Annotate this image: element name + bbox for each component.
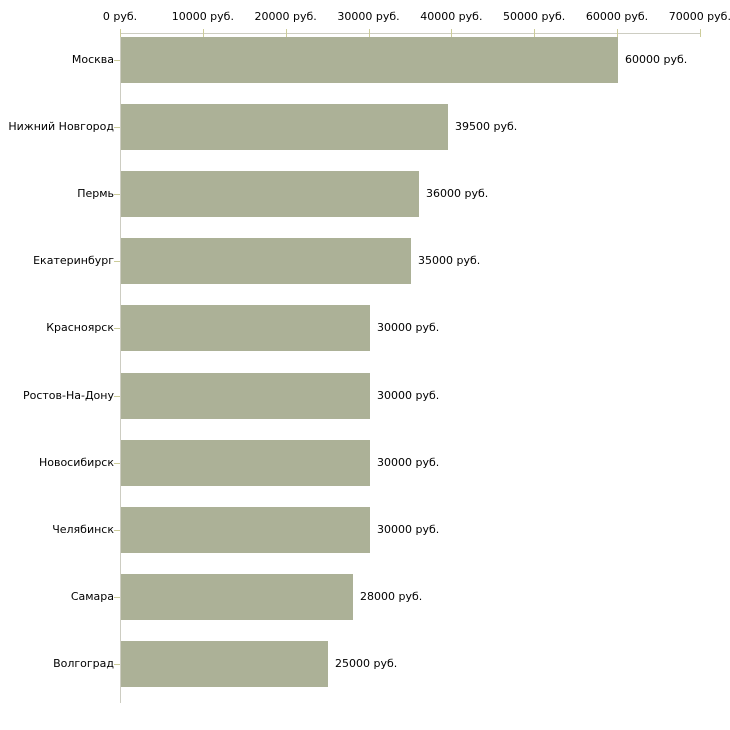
x-axis-tick-label: 60000 руб. bbox=[585, 10, 649, 23]
x-axis-tick-label: 70000 руб. bbox=[668, 10, 730, 23]
y-axis-tick bbox=[114, 194, 120, 195]
value-label: 35000 руб. bbox=[418, 254, 481, 267]
value-label: 30000 руб. bbox=[377, 321, 440, 334]
category-label: Нижний Новгород bbox=[8, 120, 114, 133]
x-axis-tick-label: 40000 руб. bbox=[420, 10, 483, 23]
y-axis-line bbox=[120, 33, 121, 703]
bar bbox=[121, 641, 328, 687]
bar bbox=[121, 574, 353, 620]
y-axis-tick bbox=[114, 396, 120, 397]
value-label: 25000 руб. bbox=[335, 657, 398, 670]
category-label: Челябинск bbox=[52, 523, 114, 536]
value-label: 30000 руб. bbox=[377, 456, 440, 469]
x-axis-tick bbox=[286, 29, 287, 37]
category-label: Волгоград bbox=[53, 657, 114, 670]
bar bbox=[121, 171, 419, 217]
y-axis-tick bbox=[114, 530, 120, 531]
bar bbox=[121, 305, 370, 351]
value-label: 36000 руб. bbox=[426, 187, 489, 200]
x-axis-tick bbox=[369, 29, 370, 37]
value-label: 28000 руб. bbox=[360, 590, 423, 603]
value-label: 39500 руб. bbox=[455, 120, 518, 133]
x-axis-tick bbox=[617, 29, 618, 37]
y-axis-tick bbox=[114, 463, 120, 464]
x-axis-line bbox=[120, 33, 700, 34]
bar bbox=[121, 104, 448, 150]
category-label: Новосибирск bbox=[38, 456, 114, 469]
x-axis-tick-label: 0 руб. bbox=[102, 10, 138, 23]
category-label: Москва bbox=[71, 53, 114, 66]
x-axis-tick bbox=[120, 29, 121, 37]
x-axis-tick-label: 30000 руб. bbox=[337, 10, 400, 23]
x-axis-tick bbox=[700, 29, 701, 37]
y-axis-tick bbox=[114, 127, 120, 128]
bar bbox=[121, 37, 618, 83]
y-axis-tick bbox=[114, 328, 120, 329]
bar bbox=[121, 373, 370, 419]
value-label: 30000 руб. bbox=[377, 389, 440, 402]
x-axis-tick-label: 20000 руб. bbox=[254, 10, 317, 23]
x-axis-tick-label: 10000 руб. bbox=[171, 10, 234, 23]
bar bbox=[121, 507, 370, 553]
x-axis-tick bbox=[203, 29, 204, 37]
x-axis-tick bbox=[451, 29, 452, 37]
x-axis-tick bbox=[534, 29, 535, 37]
value-label: 30000 руб. bbox=[377, 523, 440, 536]
category-label: Самара bbox=[70, 590, 114, 603]
bar bbox=[121, 440, 370, 486]
category-label: Екатеринбург bbox=[33, 254, 114, 267]
category-label: Пермь bbox=[77, 187, 114, 200]
value-label: 60000 руб. bbox=[625, 53, 688, 66]
x-axis-tick-label: 50000 руб. bbox=[503, 10, 566, 23]
y-axis-tick bbox=[114, 664, 120, 665]
y-axis-tick bbox=[114, 261, 120, 262]
category-label: Ростов-На-Дону bbox=[22, 389, 114, 402]
bar bbox=[121, 238, 411, 284]
y-axis-tick bbox=[114, 60, 120, 61]
category-label: Красноярск bbox=[46, 321, 114, 334]
y-axis-tick bbox=[114, 597, 120, 598]
